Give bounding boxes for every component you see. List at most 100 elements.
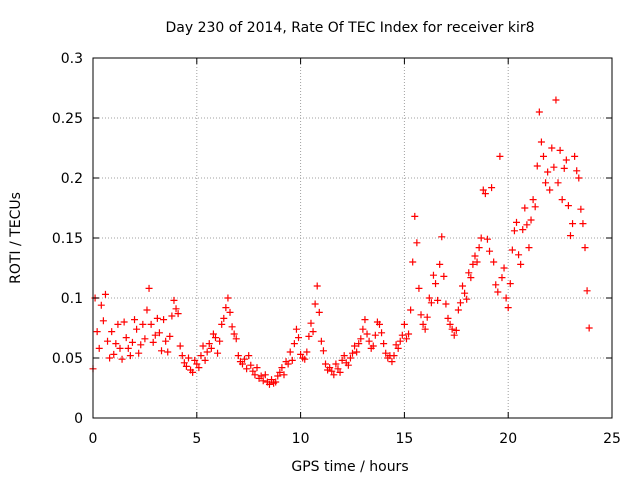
data-point — [209, 330, 217, 338]
data-point — [118, 355, 126, 363]
data-point — [562, 156, 570, 164]
data-point — [280, 371, 288, 379]
data-point — [569, 220, 577, 228]
data-point — [139, 320, 147, 328]
data-point — [361, 316, 369, 324]
data-point — [402, 335, 410, 343]
data-point — [525, 244, 533, 252]
data-point — [164, 348, 172, 356]
x-tick-label: 0 — [89, 431, 98, 447]
data-point — [99, 317, 107, 325]
data-point — [145, 284, 153, 292]
data-point — [492, 281, 500, 289]
data-point — [251, 371, 259, 379]
data-point — [365, 337, 373, 345]
data-point — [378, 329, 386, 337]
data-point — [203, 348, 211, 356]
data-point — [398, 331, 406, 339]
data-point — [230, 330, 238, 338]
data-point — [120, 318, 128, 326]
data-point — [220, 314, 228, 322]
data-point — [243, 365, 251, 373]
data-point — [552, 96, 560, 104]
data-point — [137, 341, 145, 349]
data-point — [427, 299, 435, 307]
data-point — [546, 186, 554, 194]
data-point — [184, 354, 192, 362]
y-axis-label: ROTI / TECUs — [8, 192, 24, 284]
data-point — [519, 226, 527, 234]
data-point — [388, 358, 396, 366]
grid-lines — [93, 58, 612, 418]
axis-ticks: 0 5 10 15 20 25 0 0.05 0.1 0.15 0.2 0.25 0.3 — [52, 51, 621, 447]
data-point — [110, 350, 118, 358]
y-tick-label: 0.1 — [61, 291, 83, 307]
data-point — [160, 316, 168, 324]
data-point — [170, 296, 178, 304]
data-point — [513, 218, 521, 226]
data-point — [189, 368, 197, 376]
data-point — [523, 221, 531, 229]
data-point — [400, 320, 408, 328]
y-tick-label: 0.2 — [61, 171, 83, 187]
data-point — [498, 274, 506, 282]
y-tick-label: 0.3 — [61, 51, 83, 67]
data-point — [126, 352, 134, 360]
data-point — [257, 372, 265, 380]
data-point — [108, 328, 116, 336]
data-point — [332, 360, 340, 368]
data-point — [232, 335, 240, 343]
data-point — [375, 320, 383, 328]
x-tick-label: 5 — [192, 431, 201, 447]
data-point — [469, 260, 477, 268]
data-point — [483, 235, 491, 243]
data-point — [454, 306, 462, 314]
data-point — [322, 360, 330, 368]
data-point — [465, 269, 473, 277]
data-point — [585, 324, 593, 332]
data-point — [216, 337, 224, 345]
data-point — [577, 205, 585, 213]
data-point — [353, 348, 361, 356]
data-point — [158, 347, 166, 355]
data-point — [241, 355, 249, 363]
data-point — [432, 280, 440, 288]
data-point — [222, 304, 230, 312]
data-point — [226, 308, 234, 316]
data-point — [411, 212, 419, 220]
data-point — [218, 320, 226, 328]
data-point — [201, 356, 209, 364]
data-point — [311, 300, 319, 308]
data-point — [128, 338, 136, 346]
data-point — [390, 352, 398, 360]
data-point — [101, 290, 109, 298]
data-point — [510, 227, 518, 235]
data-point — [544, 168, 552, 176]
data-point — [357, 335, 365, 343]
data-point — [392, 341, 400, 349]
data-point — [274, 372, 282, 380]
data-point — [261, 371, 269, 379]
data-point — [344, 361, 352, 369]
data-point — [224, 294, 232, 302]
x-tick-label: 10 — [292, 431, 310, 447]
data-point — [272, 378, 280, 386]
data-point — [297, 350, 305, 358]
data-point — [151, 331, 159, 339]
data-point — [346, 354, 354, 362]
data-point — [141, 335, 149, 343]
data-point — [278, 364, 286, 372]
data-point — [176, 342, 184, 350]
data-point — [349, 349, 356, 357]
data-point — [245, 352, 253, 360]
data-point — [295, 334, 303, 342]
data-point — [97, 301, 105, 309]
data-point — [234, 352, 242, 360]
y-tick-label: 0.15 — [52, 231, 83, 247]
y-tick-label: 0 — [74, 411, 83, 427]
data-point — [155, 329, 163, 337]
y-tick-label: 0.05 — [52, 351, 83, 367]
data-point — [413, 239, 421, 247]
data-point — [328, 367, 336, 375]
